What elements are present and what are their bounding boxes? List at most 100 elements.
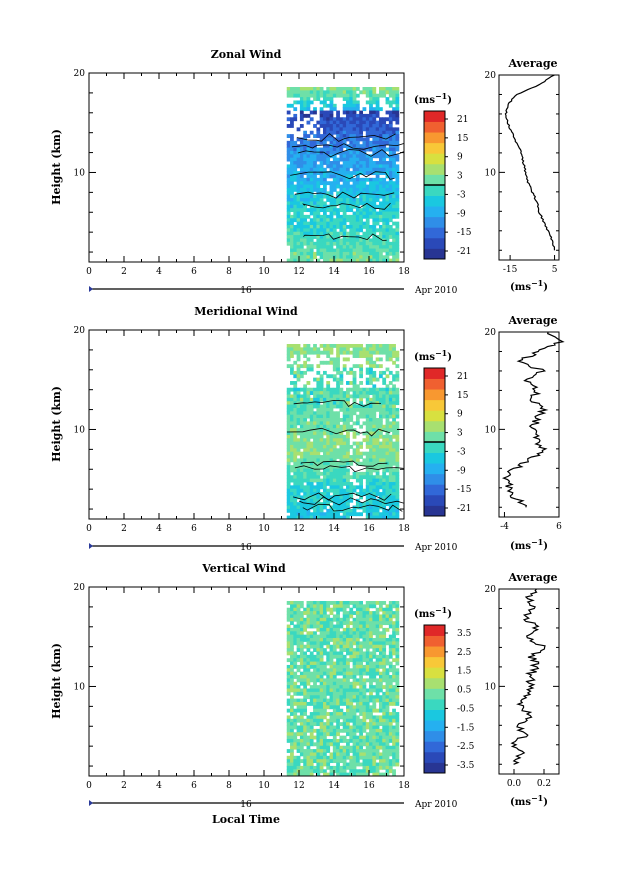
heatmap-cell bbox=[382, 204, 387, 209]
heatmap-cell bbox=[329, 391, 334, 395]
colorbar-swatch bbox=[424, 656, 445, 668]
heatmap-cell bbox=[342, 722, 347, 727]
heatmap-cell bbox=[322, 370, 327, 375]
heatmap-cell bbox=[306, 90, 311, 95]
heatmap-cell bbox=[355, 421, 360, 426]
heatmap-cell bbox=[362, 502, 367, 507]
heatmap-cell bbox=[362, 765, 367, 770]
heatmap-cell bbox=[339, 488, 344, 493]
heatmap-cell bbox=[365, 251, 370, 256]
heatmap-cell bbox=[388, 485, 393, 490]
heatmap-cell bbox=[322, 221, 327, 226]
heatmap-cell bbox=[392, 127, 396, 132]
heatmap-cell bbox=[372, 624, 377, 629]
heatmap-cell bbox=[332, 434, 337, 439]
heatmap-cell bbox=[359, 218, 364, 223]
heatmap-cell bbox=[346, 347, 350, 352]
heatmap-cell bbox=[362, 505, 367, 510]
heatmap-cell bbox=[365, 221, 370, 226]
heatmap-cell bbox=[319, 728, 324, 733]
heatmap-cell bbox=[299, 235, 304, 239]
colorbar-swatch bbox=[424, 420, 445, 432]
heatmap-cell bbox=[336, 471, 340, 476]
heatmap-cell bbox=[369, 664, 373, 669]
heatmap-cell bbox=[395, 498, 400, 503]
heatmap-cell bbox=[346, 137, 350, 142]
heatmap-cell bbox=[313, 397, 317, 402]
heatmap-cell bbox=[378, 715, 383, 720]
heatmap-cell bbox=[299, 488, 304, 493]
heatmap-cell bbox=[303, 611, 308, 615]
heatmap-cell bbox=[322, 772, 327, 776]
heatmap-cell bbox=[313, 765, 317, 770]
heatmap-cell bbox=[378, 651, 383, 656]
heatmap-cell bbox=[342, 762, 347, 767]
heatmap-cell bbox=[346, 103, 350, 108]
heatmap-cell bbox=[296, 201, 301, 206]
heatmap-cell bbox=[316, 461, 321, 466]
heatmap-cell bbox=[306, 177, 311, 182]
heatmap-cell bbox=[388, 441, 393, 446]
heatmap-cell bbox=[359, 120, 364, 125]
heatmap-cell bbox=[375, 634, 380, 639]
heatmap-cell bbox=[352, 90, 357, 95]
heatmap-cell bbox=[365, 428, 370, 432]
heatmap-cell bbox=[293, 228, 298, 233]
heatmap-cell bbox=[296, 755, 301, 760]
heatmap-cell bbox=[339, 698, 344, 703]
heatmap-cell bbox=[319, 438, 324, 443]
heatmap-cell bbox=[365, 397, 370, 402]
heatmap-cell bbox=[309, 738, 314, 743]
heatmap-cell bbox=[378, 664, 383, 669]
heatmap-cell bbox=[349, 120, 354, 125]
heatmap-cell bbox=[326, 712, 331, 716]
heatmap-cell bbox=[339, 438, 344, 443]
colorbar-tick-label: 3.5 bbox=[457, 629, 472, 639]
heatmap-cell bbox=[293, 502, 298, 507]
heatmap-cell bbox=[286, 204, 291, 209]
heatmap-cell bbox=[342, 161, 347, 165]
heatmap-cell bbox=[365, 502, 370, 507]
heatmap-cell bbox=[372, 617, 377, 622]
heatmap-cell bbox=[388, 218, 393, 223]
heatmap-cell bbox=[290, 765, 294, 770]
heatmap-cell bbox=[362, 258, 367, 262]
heatmap-cell bbox=[359, 255, 364, 260]
x-tick-label: 12 bbox=[293, 524, 304, 534]
heatmap-cell bbox=[290, 502, 294, 507]
heatmap-cell bbox=[316, 245, 321, 250]
x-tick-label: 8 bbox=[226, 267, 232, 277]
heatmap-cell bbox=[385, 661, 390, 666]
heatmap-cell bbox=[355, 221, 360, 226]
heatmap-cell bbox=[342, 391, 347, 395]
heatmap-cell bbox=[329, 732, 334, 737]
heatmap-cell bbox=[378, 448, 383, 453]
heatmap-cell bbox=[362, 201, 367, 206]
heatmap-cell bbox=[382, 675, 387, 679]
heatmap-cell bbox=[372, 718, 377, 723]
colorbar-swatch bbox=[424, 410, 445, 422]
heatmap-cell bbox=[299, 759, 304, 764]
heatmap-cell bbox=[392, 344, 396, 348]
heatmap-cell bbox=[349, 705, 354, 710]
heatmap-cell bbox=[290, 214, 294, 219]
heatmap-cell bbox=[322, 360, 327, 365]
heatmap-cell bbox=[293, 90, 298, 95]
heatmap-cell bbox=[306, 235, 311, 239]
zero-contour-line bbox=[286, 427, 391, 437]
heatmap-cell bbox=[326, 441, 331, 446]
heatmap-cell bbox=[395, 238, 400, 243]
heatmap-cell bbox=[346, 698, 350, 703]
heatmap-cell bbox=[306, 759, 311, 764]
heatmap-cell bbox=[336, 488, 340, 493]
heatmap-cell bbox=[346, 691, 350, 696]
heatmap-cell bbox=[395, 712, 400, 716]
heatmap-cell bbox=[365, 648, 370, 652]
heatmap-cell bbox=[349, 688, 354, 693]
heatmap-cell bbox=[339, 458, 344, 463]
heatmap-cell bbox=[316, 742, 321, 747]
heatmap-cell bbox=[392, 455, 396, 459]
heatmap-cell bbox=[342, 441, 347, 446]
heatmap-cell bbox=[303, 201, 308, 206]
